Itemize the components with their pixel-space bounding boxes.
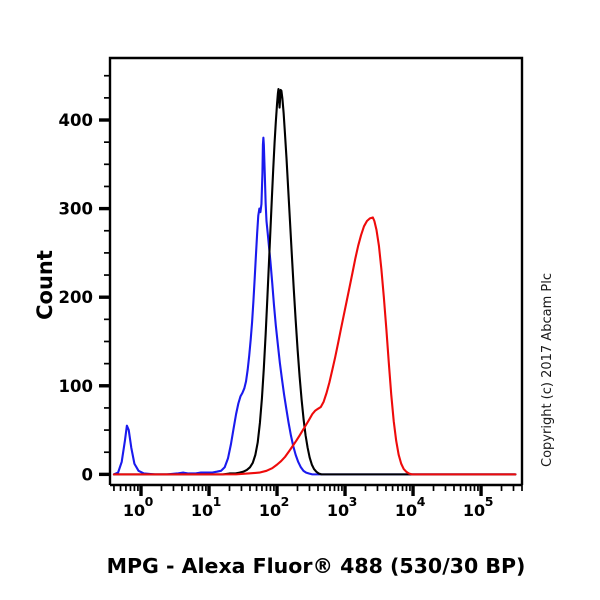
svg-text:0: 0 xyxy=(145,494,154,509)
y-tick-label: 300 xyxy=(59,200,93,219)
x-tick-label: 10 3 xyxy=(327,494,357,520)
y-tick-label: 100 xyxy=(59,377,93,396)
copyright-notice: Copyright (c) 2017 Abcam Plc xyxy=(540,273,555,467)
x-tick-label: 10 4 xyxy=(395,494,426,520)
svg-text:2: 2 xyxy=(281,494,290,509)
svg-text:10: 10 xyxy=(123,501,145,520)
x-tick-label: 10 5 xyxy=(463,494,493,520)
svg-text:10: 10 xyxy=(463,501,485,520)
svg-text:4: 4 xyxy=(417,494,426,509)
svg-text:3: 3 xyxy=(349,494,358,509)
svg-text:1: 1 xyxy=(213,494,222,509)
histogram-curve-unstained-control xyxy=(112,136,517,476)
svg-text:10: 10 xyxy=(259,501,281,520)
histogram-curve-mpg-antibody-stained xyxy=(112,216,517,476)
x-axis-tick-labels: 10 0 10 1 10 2 10 3 10 4 10 5 xyxy=(123,494,494,520)
y-tick-label: 200 xyxy=(59,288,93,307)
svg-text:10: 10 xyxy=(327,501,349,520)
svg-text:5: 5 xyxy=(485,494,494,509)
svg-text:10: 10 xyxy=(191,501,213,520)
svg-text:10: 10 xyxy=(395,501,417,520)
axis-frame xyxy=(108,56,524,485)
x-tick-label: 10 1 xyxy=(191,494,221,520)
histogram-curves xyxy=(112,87,517,476)
y-axis-tick-labels: 0 100 200 300 400 xyxy=(59,111,93,484)
y-tick-label: 0 xyxy=(82,465,93,484)
y-axis-ticks xyxy=(99,74,110,477)
x-axis-title: MPG - Alexa Fluor® 488 (530/30 BP) xyxy=(107,554,526,578)
y-axis-title: Count xyxy=(33,250,57,320)
x-axis-ticks xyxy=(113,485,523,496)
x-tick-label: 10 0 xyxy=(123,494,154,520)
y-tick-label: 400 xyxy=(59,111,93,130)
x-tick-label: 10 2 xyxy=(259,494,289,520)
